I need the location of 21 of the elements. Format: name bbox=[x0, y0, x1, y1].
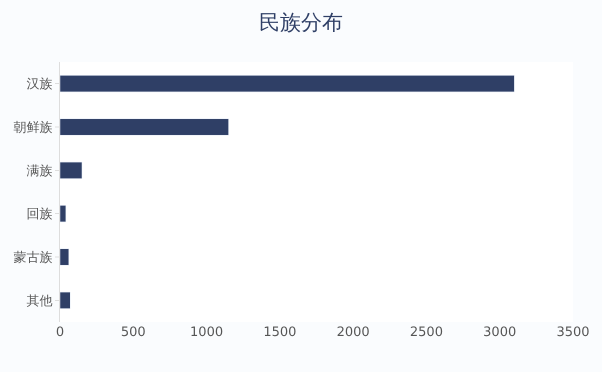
chart-title: 民族分布 bbox=[259, 10, 343, 35]
bar bbox=[60, 75, 515, 92]
y-tick-label: 汉族 bbox=[26, 77, 52, 92]
x-tick-label: 500 bbox=[120, 325, 146, 340]
bar bbox=[60, 292, 71, 309]
y-tick-label: 其他 bbox=[26, 294, 52, 309]
x-tick-label: 1500 bbox=[263, 325, 296, 340]
x-tick-label: 1000 bbox=[190, 325, 224, 340]
x-tick-label: 3500 bbox=[556, 325, 590, 340]
y-tick-label: 蒙古族 bbox=[13, 250, 52, 266]
y-tick-label: 朝鲜族 bbox=[13, 120, 52, 136]
x-tick-label: 3000 bbox=[483, 325, 516, 340]
bar bbox=[60, 205, 66, 222]
bar bbox=[60, 248, 70, 266]
bar bbox=[60, 162, 82, 179]
y-tick-label: 回族 bbox=[26, 207, 52, 222]
x-tick-label: 0 bbox=[56, 325, 64, 340]
x-tick-label: 2000 bbox=[336, 325, 370, 340]
bar bbox=[60, 118, 229, 136]
x-tick-label: 2500 bbox=[410, 325, 443, 340]
y-tick-label: 满族 bbox=[26, 164, 52, 179]
